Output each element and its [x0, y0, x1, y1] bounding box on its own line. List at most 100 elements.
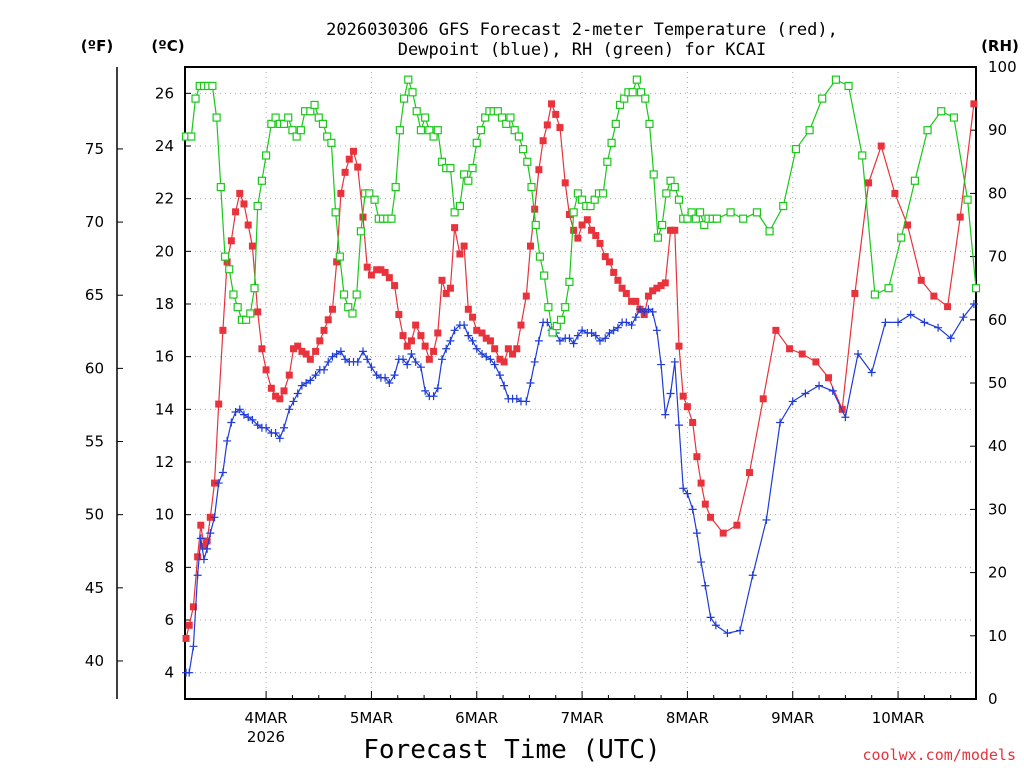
dewpoint-series — [182, 300, 978, 677]
date-tick-label: 8MAR — [666, 709, 709, 727]
rh-point — [387, 214, 396, 223]
dewpoint-point — [679, 484, 688, 493]
rh-point — [590, 195, 599, 204]
rh-point — [352, 290, 361, 299]
temperature-point — [657, 282, 665, 290]
rh-point — [425, 126, 434, 135]
dewpoint-point — [788, 397, 797, 406]
temperature-point — [592, 232, 600, 240]
dewpoint-point — [613, 323, 622, 332]
temperature-point — [930, 292, 938, 300]
rh-point — [225, 265, 234, 274]
temperature-point — [614, 276, 622, 284]
rh-point — [544, 303, 553, 312]
rh-point — [335, 252, 344, 261]
celsius-tick-label: 22 — [155, 190, 174, 208]
celsius-tick-label: 4 — [164, 664, 174, 682]
dewpoint-point — [359, 347, 368, 356]
rh-point — [262, 151, 271, 160]
temperature-point — [289, 345, 297, 353]
dewpoint-point — [692, 529, 701, 538]
dewpoint-point — [244, 413, 253, 422]
temperature-line — [185, 101, 975, 639]
dewpoint-point — [906, 310, 915, 319]
dewpoint-point — [920, 318, 929, 327]
rh-point — [267, 119, 276, 128]
fahrenheit-tick-label: 70 — [85, 213, 104, 231]
temperature-point — [583, 216, 591, 224]
dewpoint-point — [736, 626, 745, 635]
temperature-point — [302, 350, 310, 358]
dewpoint-point — [196, 534, 205, 543]
rh-tick-label: 100 — [988, 58, 1017, 76]
temperature-point — [552, 110, 560, 118]
temperature-point — [285, 371, 293, 379]
temperature-point — [460, 242, 468, 250]
rh-point — [615, 100, 625, 110]
temperature-point — [825, 374, 833, 382]
temperature-point — [661, 279, 669, 287]
temperature-point — [446, 284, 454, 292]
rh-point — [497, 113, 507, 122]
rh-point — [370, 195, 379, 204]
dewpoint-point — [605, 328, 614, 337]
dewpoint-point — [203, 544, 212, 553]
dewpoint-point — [280, 423, 289, 432]
rh-point — [455, 201, 465, 211]
temperature-point — [341, 168, 349, 176]
rh-point — [527, 182, 536, 192]
temperature-point — [276, 395, 284, 403]
temperature-point — [316, 337, 324, 345]
celsius-tick-label: 20 — [155, 242, 174, 260]
dewpoint-point — [534, 336, 543, 345]
celsius-tick-label: 16 — [155, 348, 174, 366]
dewpoint-point — [500, 381, 509, 390]
credit-text: coolwx.com/models — [862, 746, 1016, 764]
dewpoint-point — [416, 363, 425, 372]
rh-point — [187, 132, 196, 141]
dewpoint-point — [631, 313, 640, 322]
tick-labels: 4 6 8 10 12 14 16 18 20 22 24 26 4MAR 5MAR 6MAR 7MAR 8MA… — [85, 58, 1017, 727]
temperature-point — [719, 529, 727, 537]
temperature-point — [574, 234, 582, 242]
fahrenheit-tick-label: 40 — [85, 652, 104, 670]
dewpoint-point — [657, 360, 666, 369]
chart-title-line2: Dewpoint (blue), RH (green) for KCAI — [398, 40, 766, 60]
rh-point — [279, 119, 289, 128]
dewpoint-point — [706, 613, 715, 622]
temperature-point — [417, 332, 425, 340]
rh-point — [620, 94, 629, 103]
rh-point — [712, 214, 721, 223]
rh-tick-label: 70 — [988, 248, 1007, 266]
rh-point — [910, 176, 920, 185]
year-label: 2026 — [247, 728, 285, 746]
temperature-point — [628, 297, 636, 305]
rh-point — [739, 214, 748, 223]
temperature-point — [294, 342, 302, 350]
temperature-point — [345, 155, 353, 163]
temperature-point — [917, 276, 925, 284]
rh-point — [666, 176, 675, 185]
rh-point — [391, 182, 400, 192]
dewpoint-point — [320, 365, 329, 374]
dewpoint-point — [332, 350, 341, 359]
temperature-point — [509, 350, 517, 358]
rh-point — [257, 176, 266, 185]
temperature-point — [262, 366, 270, 374]
temperature-point — [707, 513, 715, 521]
dewpoint-line — [186, 303, 975, 674]
rh-point — [949, 113, 958, 122]
temperature-point — [363, 263, 371, 271]
temperature-point — [644, 292, 652, 300]
temperature-point — [610, 268, 618, 276]
dewpoint-point — [959, 313, 968, 322]
rh-point — [805, 126, 814, 135]
dewpoint-point — [367, 363, 376, 372]
temperature-point — [697, 479, 705, 487]
rh-point — [691, 214, 700, 223]
temperature-point — [254, 308, 262, 316]
rh-point — [395, 126, 404, 135]
temperature-point — [328, 305, 336, 313]
temperature-point — [367, 271, 375, 279]
temperature-point — [399, 332, 407, 340]
